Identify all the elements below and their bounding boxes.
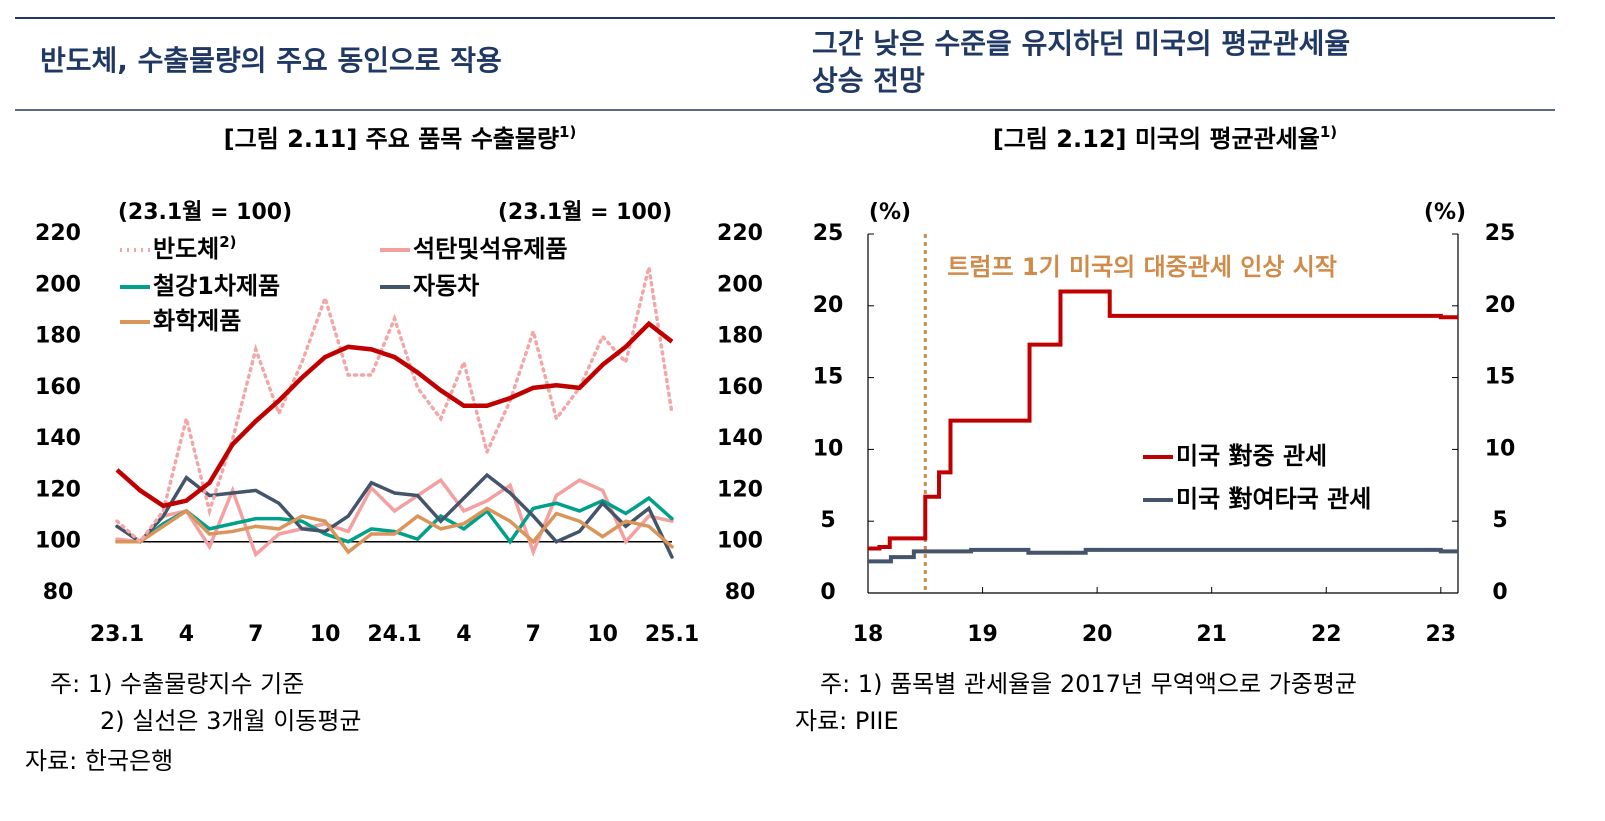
chart-title-text: [그림 2.12] 미국의 평균관세율 <box>993 125 1320 153</box>
heading: 상승 전망 <box>812 64 925 97</box>
title-note: 1) <box>559 123 576 141</box>
y2-tick-label: 140 <box>717 426 763 451</box>
series-line <box>115 495 674 545</box>
x-tick-label: 4 <box>179 622 194 647</box>
heading: 반도체, 수출물량의 주요 동인으로 작용 <box>40 44 502 77</box>
x-tick-label: 4 <box>456 622 471 647</box>
x-tick-label: 20 <box>1082 622 1113 647</box>
chart-title-text: [그림 2.11] 주요 품목 수출물량 <box>224 125 559 153</box>
y-tick-label: 5 <box>820 508 835 533</box>
y-tick-label: 180 <box>35 324 81 349</box>
x-tick-label: 7 <box>526 622 541 647</box>
legend-note: 2) <box>219 233 236 251</box>
heading: 그간 낮은 수준을 유지하던 미국의 평균관세율 <box>812 27 1350 60</box>
legend-text: 미국 對중 관세 <box>1176 442 1327 470</box>
y2-tick-label: 200 <box>717 272 763 297</box>
y2-tick-label: 10 <box>1485 436 1516 461</box>
y-tick-label: 20 <box>813 293 844 318</box>
unit-label: (%) <box>869 200 911 225</box>
legend-text: 미국 對여타국 관세 <box>1176 485 1371 513</box>
y-tick-label: 15 <box>813 365 844 390</box>
y-tick-label: 140 <box>35 426 81 451</box>
x-tick-label: 25.1 <box>645 622 699 647</box>
x-tick-label: 10 <box>310 622 341 647</box>
y2-tick-label: 25 <box>1485 221 1516 246</box>
x-tick-label: 19 <box>967 622 998 647</box>
x-tick-label: 18 <box>853 622 884 647</box>
y-tick-label: 10 <box>813 436 844 461</box>
y2-tick-label: 15 <box>1485 365 1516 390</box>
y2-tick-label: 100 <box>717 529 763 554</box>
title-note: 1) <box>1320 123 1337 141</box>
x-tick-label: 21 <box>1196 622 1227 647</box>
note: 주: 1) 수출물량지수 기준 <box>50 670 304 698</box>
source: 자료: PIIE <box>795 707 899 735</box>
legend-text: 화학제품 <box>153 307 241 335</box>
annotation-text: 트럼프 1기 미국의 대중관세 인상 시작 <box>947 253 1337 281</box>
unit-label: (%) <box>1424 200 1466 225</box>
x-tick-label: 10 <box>587 622 618 647</box>
chart-title: [그림 2.11] 주요 품목 수출물량1) <box>224 123 577 154</box>
y-tick-label: 160 <box>35 375 81 400</box>
legend-label: 화학제품 <box>153 307 241 335</box>
chart-title: [그림 2.12] 미국의 평균관세율1) <box>993 123 1337 154</box>
y2-tick-label: 180 <box>717 324 763 349</box>
moving-average-line <box>115 320 674 509</box>
x-tick-label: 7 <box>248 622 263 647</box>
y2-tick-label: 120 <box>717 477 763 502</box>
legend-text: 반도체 <box>153 235 219 263</box>
legend-label: 석탄및석유제품 <box>413 235 568 263</box>
legend-text: 석탄및석유제품 <box>413 235 568 263</box>
series-line <box>115 477 674 558</box>
y-tick-label: 25 <box>813 221 844 246</box>
y2-tick-label: 0 <box>1492 580 1507 605</box>
source: 자료: 한국은행 <box>25 747 173 775</box>
series-line <box>868 547 1458 564</box>
series-line <box>115 506 674 555</box>
series-line <box>868 289 1458 551</box>
legend-label: 철강1차제품 <box>153 272 280 300</box>
y-tick-label: 120 <box>35 477 81 502</box>
legend-label: 반도체2) <box>153 233 237 264</box>
x-tick-label: 23 <box>1426 622 1457 647</box>
y-tick-label: 100 <box>35 529 81 554</box>
series-line <box>115 472 674 559</box>
y-tick-label: 220 <box>35 221 81 246</box>
x-tick-label: 24.1 <box>367 622 421 647</box>
y2-tick-label: 5 <box>1492 508 1507 533</box>
unit-label: (23.1월 = 100) <box>498 200 672 225</box>
x-tick-label: 22 <box>1311 622 1342 647</box>
x-tick-label: 23.1 <box>90 622 144 647</box>
unit-label: (23.1월 = 100) <box>118 200 292 225</box>
y-tick-label: 0 <box>820 580 835 605</box>
legend-text: 자동차 <box>413 272 479 300</box>
y2-tick-label: 20 <box>1485 293 1516 318</box>
legend-label: 미국 對중 관세 <box>1176 442 1327 470</box>
y2-tick-label: 160 <box>717 375 763 400</box>
y-tick-label: 80 <box>43 580 74 605</box>
y-tick-label: 200 <box>35 272 81 297</box>
note: 2) 실선은 3개월 이동평균 <box>100 707 362 735</box>
y2-tick-label: 220 <box>717 221 763 246</box>
legend-label: 자동차 <box>413 272 479 300</box>
note: 주: 1) 품목별 관세율을 2017년 무역액으로 가중평균 <box>820 670 1357 698</box>
legend-label: 미국 對여타국 관세 <box>1176 485 1371 513</box>
legend-text: 철강1차제품 <box>153 272 280 300</box>
y2-tick-label: 80 <box>725 580 756 605</box>
